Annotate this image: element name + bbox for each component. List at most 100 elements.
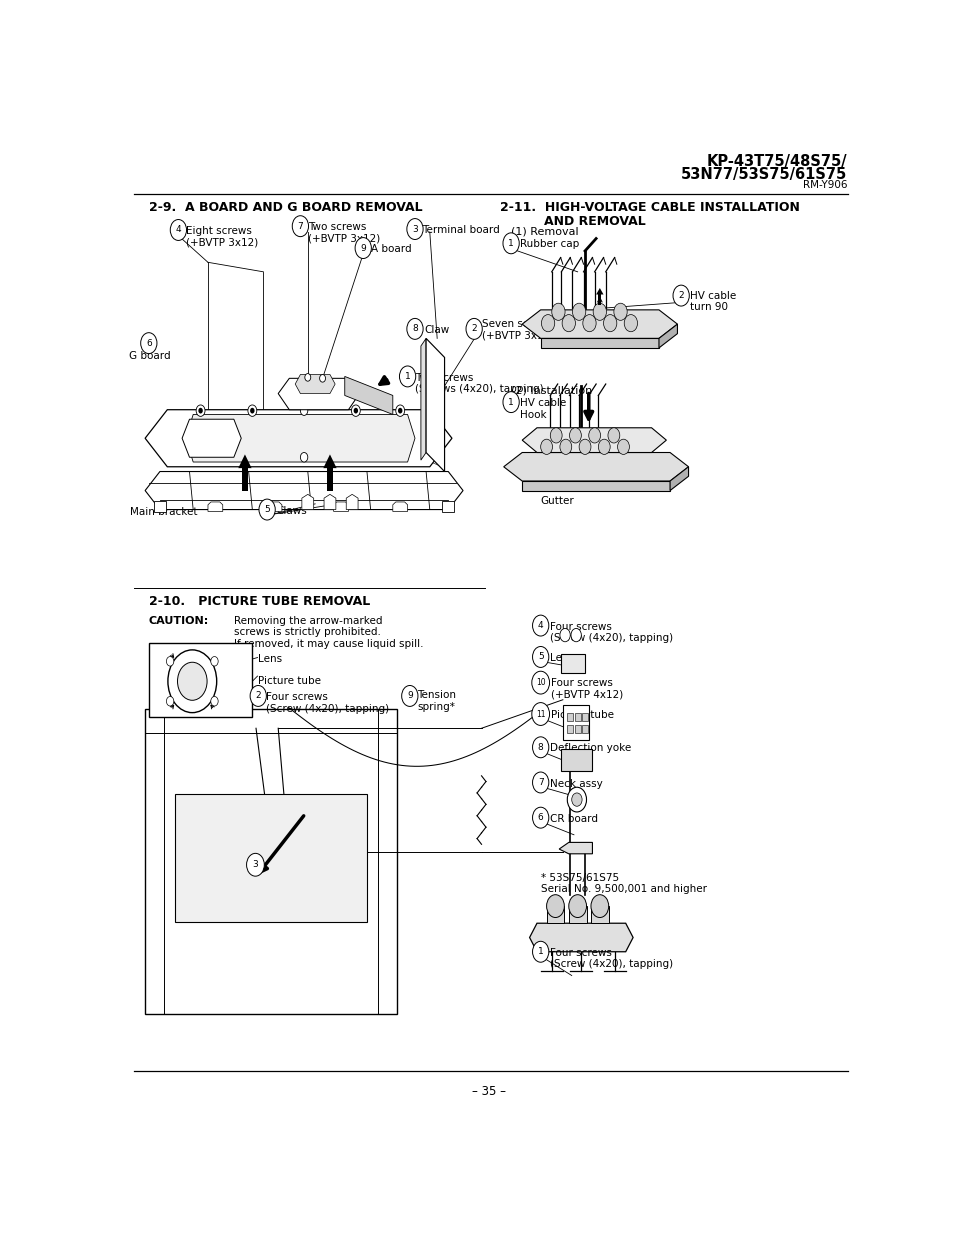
Circle shape [196,405,205,416]
Text: Lens: Lens [549,653,573,663]
Circle shape [319,374,325,382]
Text: spring*: spring* [416,701,455,711]
Bar [581,713,587,721]
Text: Tension: Tension [416,690,456,700]
Circle shape [502,391,518,412]
Circle shape [170,220,187,241]
Text: (+BVTP 3x12): (+BVTP 3x12) [186,237,257,247]
Circle shape [198,408,203,414]
Polygon shape [598,294,600,305]
Text: 6: 6 [146,338,152,347]
Circle shape [531,672,549,694]
Polygon shape [182,419,241,457]
Text: screws is strictly prohibited.: screws is strictly prohibited. [233,627,380,637]
Polygon shape [323,454,336,468]
Polygon shape [238,454,252,468]
Circle shape [578,440,590,454]
Polygon shape [278,378,359,410]
Polygon shape [596,288,603,294]
Circle shape [546,894,564,918]
Circle shape [168,650,216,713]
Circle shape [300,452,308,462]
Text: (+BVTP 4x12): (+BVTP 4x12) [551,689,622,699]
Bar [567,725,573,734]
Text: 9: 9 [360,243,366,252]
Polygon shape [393,501,407,511]
Circle shape [246,853,264,876]
Text: 1: 1 [404,372,410,380]
Text: (+BVTP 3x12): (+BVTP 3x12) [308,233,379,243]
Polygon shape [324,494,335,510]
Text: RM-Y906: RM-Y906 [802,179,846,190]
Text: 2: 2 [255,692,261,700]
Polygon shape [344,377,393,415]
Text: – 35 –: – 35 – [472,1084,505,1098]
Text: Two screws: Two screws [415,373,473,383]
Text: (Screws (4x20), tapping): (Screws (4x20), tapping) [415,384,543,394]
Circle shape [603,315,617,332]
Text: 1: 1 [508,238,514,248]
Text: Terminal board: Terminal board [422,225,499,235]
Circle shape [598,440,610,454]
Text: (Screw (4x20), tapping): (Screw (4x20), tapping) [549,634,672,643]
Polygon shape [521,482,669,490]
Bar [574,725,580,734]
Polygon shape [267,501,282,511]
Circle shape [211,657,218,666]
Polygon shape [327,468,333,490]
Circle shape [531,703,549,725]
Circle shape [540,440,552,454]
Polygon shape [208,501,222,511]
Text: Gutter: Gutter [540,496,574,506]
Circle shape [351,405,360,416]
Text: 4: 4 [175,226,181,235]
Text: Seven screws: Seven screws [481,320,552,330]
Text: Picture tube: Picture tube [551,710,614,720]
Text: (+BVTP 3x12): (+BVTP 3x12) [481,331,553,341]
Circle shape [550,427,561,443]
Circle shape [395,405,404,416]
Circle shape [572,304,585,320]
Circle shape [582,315,596,332]
Polygon shape [145,410,452,467]
Circle shape [166,697,173,706]
Circle shape [292,216,308,237]
Polygon shape [560,750,592,771]
Text: (1) Removal: (1) Removal [511,226,578,236]
Circle shape [568,894,586,918]
Polygon shape [529,924,633,952]
Polygon shape [426,338,444,472]
Circle shape [397,408,402,414]
Circle shape [166,657,173,666]
Bar [590,906,608,924]
Text: (Screw (4x20), tapping): (Screw (4x20), tapping) [549,960,672,969]
Circle shape [355,237,371,258]
Circle shape [250,685,266,706]
Circle shape [532,615,548,636]
Circle shape [399,366,416,387]
Circle shape [613,304,626,320]
Text: If removed, it may cause liquid spill.: If removed, it may cause liquid spill. [233,638,423,648]
Circle shape [532,737,548,758]
Text: AND REMOVAL: AND REMOVAL [544,215,645,227]
Polygon shape [521,427,665,452]
Text: Removing the arrow-marked: Removing the arrow-marked [233,616,382,626]
Circle shape [607,427,619,443]
Polygon shape [669,467,688,490]
Polygon shape [301,494,314,510]
Circle shape [177,662,207,700]
Text: 2-9.  A BOARD AND G BOARD REMOVAL: 2-9. A BOARD AND G BOARD REMOVAL [149,201,422,215]
Text: 2: 2 [471,325,476,333]
Bar [153,501,166,513]
Text: 53N77/53S75/61S75: 53N77/53S75/61S75 [680,167,846,183]
Circle shape [502,233,518,253]
Text: turn 90: turn 90 [689,303,727,312]
Text: 8: 8 [537,742,543,752]
Bar [581,725,587,734]
Text: 7: 7 [537,778,543,787]
Text: 8: 8 [412,325,417,333]
Polygon shape [503,452,688,482]
Circle shape [532,646,548,667]
Polygon shape [346,494,357,510]
Text: 7: 7 [297,221,303,231]
